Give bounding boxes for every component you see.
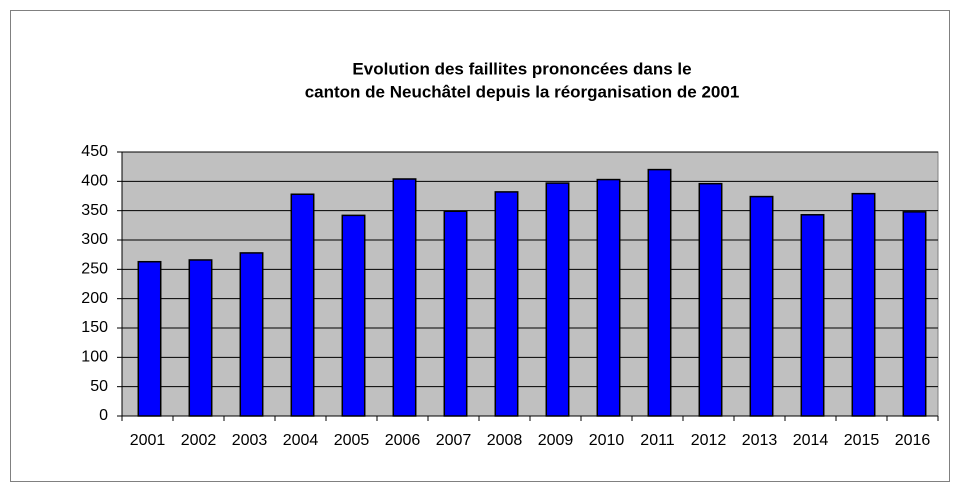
bar <box>800 214 825 417</box>
x-tick-label: 2003 <box>232 432 268 449</box>
x-tick-label: 2006 <box>385 432 421 449</box>
x-tick-label: 2013 <box>742 432 778 449</box>
y-tick-label: 50 <box>90 378 108 395</box>
chart-title: Evolution des faillites prononcées dans … <box>352 59 691 78</box>
bar <box>545 182 570 417</box>
y-tick-label: 250 <box>81 261 108 278</box>
bar <box>392 178 417 417</box>
x-tick-label: 2010 <box>589 432 625 449</box>
y-tick-label: 400 <box>81 173 108 190</box>
y-tick-label: 150 <box>81 319 108 336</box>
x-tick-label: 2004 <box>283 432 319 449</box>
bar <box>239 252 264 417</box>
chart-title: canton de Neuchâtel depuis la réorganisa… <box>305 82 740 101</box>
x-tick-label: 2014 <box>793 432 829 449</box>
bar <box>341 214 366 417</box>
x-tick-label: 2011 <box>640 432 675 449</box>
bar <box>443 210 468 417</box>
y-tick-label: 350 <box>81 202 108 219</box>
bar <box>596 178 621 417</box>
bar <box>851 192 876 417</box>
x-tick-label: 2007 <box>436 432 472 449</box>
bar <box>749 195 774 417</box>
x-tick-label: 2015 <box>844 432 880 449</box>
x-tick-label: 2002 <box>181 432 217 449</box>
bar <box>647 168 672 417</box>
x-tick-label: 2016 <box>895 432 931 449</box>
bar <box>188 259 213 417</box>
y-tick-label: 0 <box>99 407 108 424</box>
x-tick-label: 2012 <box>691 432 727 449</box>
x-tick-label: 2009 <box>538 432 574 449</box>
bar <box>494 191 519 417</box>
x-tick-label: 2001 <box>130 432 166 449</box>
bar <box>902 211 927 417</box>
bar <box>290 193 315 417</box>
x-tick-label: 2008 <box>487 432 523 449</box>
bar <box>137 260 162 417</box>
y-tick-label: 450 <box>81 143 108 160</box>
y-tick-label: 100 <box>81 349 108 366</box>
bar <box>698 182 723 417</box>
y-tick-label: 300 <box>81 231 108 248</box>
x-tick-label: 2005 <box>334 432 370 449</box>
y-tick-label: 200 <box>81 290 108 307</box>
